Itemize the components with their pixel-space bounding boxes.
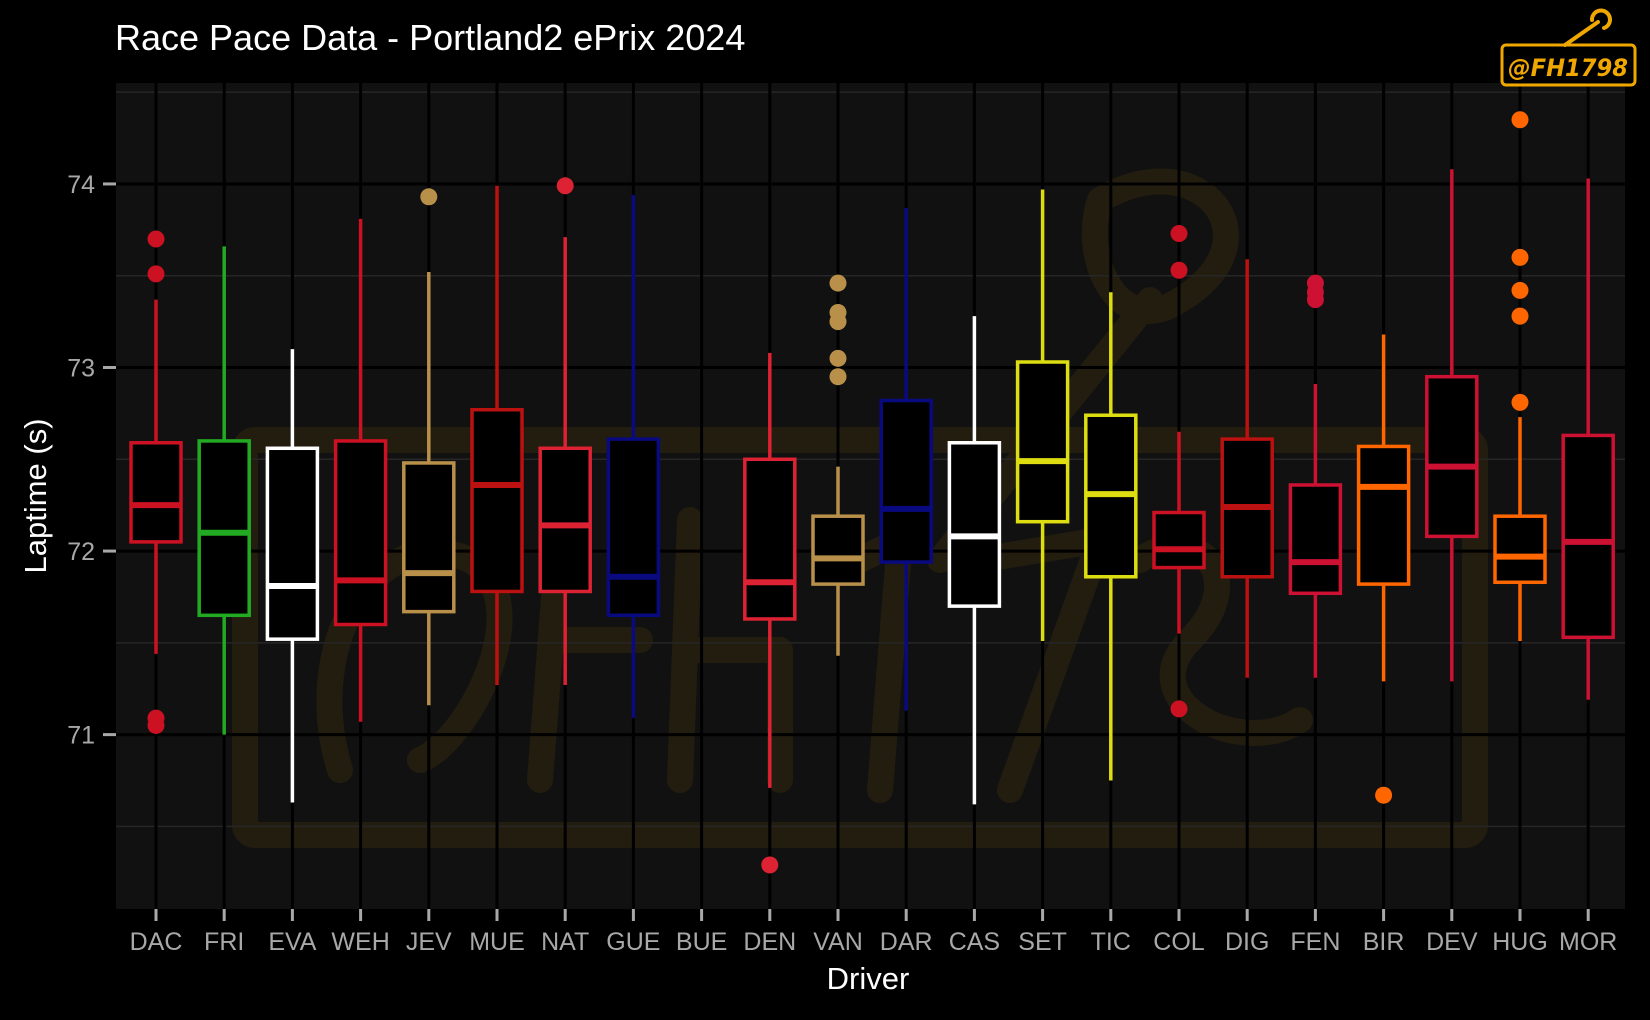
box xyxy=(1425,374,1479,539)
x-tick-label: COL xyxy=(1153,928,1205,956)
boxplot-eva xyxy=(265,349,320,803)
x-tick-label: JEV xyxy=(406,928,452,956)
outlier-point xyxy=(829,313,847,331)
boxplot-col xyxy=(1152,225,1206,718)
x-tick-label: FEN xyxy=(1290,928,1340,956)
box xyxy=(402,461,456,614)
y-axis: 71 72 73 74 xyxy=(67,171,116,750)
boxplot-dev xyxy=(1425,169,1479,682)
boxplot-jev xyxy=(402,188,456,706)
logo-text: @FH1798 xyxy=(1508,54,1628,82)
x-tick-label: CAS xyxy=(949,928,1000,956)
x-tick-label: GUE xyxy=(606,928,660,956)
x-axis-title: Driver xyxy=(827,961,910,996)
box xyxy=(1356,444,1411,586)
box xyxy=(538,446,592,594)
boxplot-hug xyxy=(1493,111,1547,642)
x-tick-label: BUE xyxy=(676,928,727,956)
box xyxy=(947,441,1002,608)
box xyxy=(333,439,388,627)
y-tick-label: 72 xyxy=(67,538,95,566)
outlier-point xyxy=(829,274,847,292)
box xyxy=(1561,433,1615,640)
boxplot-set xyxy=(1015,189,1070,642)
boxplot-dac xyxy=(129,230,183,734)
x-tick-label: DIG xyxy=(1225,928,1269,956)
boxplot-den xyxy=(743,352,797,874)
boxplot-fri xyxy=(197,246,251,735)
outlier-point xyxy=(556,177,574,195)
x-tick-label: DEV xyxy=(1426,928,1478,956)
outlier-point xyxy=(1511,393,1529,411)
boxplot-bir xyxy=(1356,334,1411,804)
box xyxy=(129,441,183,544)
box xyxy=(606,437,661,618)
outlier-point xyxy=(829,349,847,367)
box xyxy=(197,439,251,618)
outlier-point xyxy=(1170,225,1188,243)
x-tick-label: DEN xyxy=(743,928,796,956)
outlier-point xyxy=(147,230,165,248)
x-tick-label: VAN xyxy=(813,928,863,956)
x-tick-label: FRI xyxy=(204,928,244,956)
outlier-point xyxy=(1306,291,1324,309)
box xyxy=(879,398,933,564)
boxplot-cas xyxy=(947,316,1002,805)
x-tick-label: NAT xyxy=(541,928,589,956)
outlier-point xyxy=(420,188,438,206)
chart-title: Race Pace Data - Portland2 ePrix 2024 xyxy=(115,17,745,58)
boxplot-nat xyxy=(538,177,592,686)
box xyxy=(1493,514,1547,585)
x-axis: DAC FRI EVA WEH JEV MUE NAT GUE BUE DEN VAN DAR CAS S… xyxy=(130,909,1617,956)
box xyxy=(743,457,797,621)
box xyxy=(470,407,524,594)
outlier-point xyxy=(1170,261,1188,279)
boxplot-dig xyxy=(1220,259,1274,678)
x-tick-label: DAC xyxy=(130,928,183,956)
outlier-point xyxy=(829,368,847,386)
x-tick-label: BIR xyxy=(1363,928,1405,956)
x-tick-label: TIC xyxy=(1091,928,1131,956)
outlier-point xyxy=(1511,111,1529,129)
outlier-point xyxy=(147,716,165,734)
boxplot-weh xyxy=(333,218,388,722)
x-tick-label: WEH xyxy=(331,928,389,956)
logo: @FH1798 xyxy=(1500,8,1637,87)
outlier-point xyxy=(761,856,779,874)
outlier-point xyxy=(1375,786,1393,804)
boxplot-gue xyxy=(606,194,661,719)
box xyxy=(1288,483,1343,596)
box xyxy=(811,514,865,586)
y-tick-label: 71 xyxy=(67,722,95,750)
x-tick-label: HUG xyxy=(1492,928,1548,956)
box xyxy=(1152,510,1206,570)
outlier-point xyxy=(147,265,165,283)
boxplot-mor xyxy=(1561,178,1615,700)
x-tick-label: SET xyxy=(1018,928,1067,956)
boxplot-dar xyxy=(879,207,933,711)
logo-key-icon xyxy=(1563,8,1612,47)
outlier-point xyxy=(1170,700,1188,718)
x-tick-label: DAR xyxy=(880,928,933,956)
boxplot-van xyxy=(811,274,865,656)
outlier-point xyxy=(1511,307,1529,325)
x-tick-label: MOR xyxy=(1559,928,1617,956)
boxplot-tic xyxy=(1084,292,1138,781)
x-tick-label: EVA xyxy=(268,928,316,956)
y-tick-label: 73 xyxy=(67,355,95,383)
boxplot-fen xyxy=(1288,274,1343,678)
y-tick-label: 74 xyxy=(67,171,95,199)
boxplots xyxy=(129,111,1615,874)
y-axis-title: Laptime (s) xyxy=(18,418,53,573)
logo-frame xyxy=(1500,43,1637,87)
outlier-point xyxy=(1511,281,1529,299)
boxplot-mue xyxy=(470,185,524,686)
box xyxy=(265,446,320,641)
outlier-point xyxy=(1511,248,1529,266)
box xyxy=(1015,360,1070,524)
x-tick-label: MUE xyxy=(469,928,525,956)
